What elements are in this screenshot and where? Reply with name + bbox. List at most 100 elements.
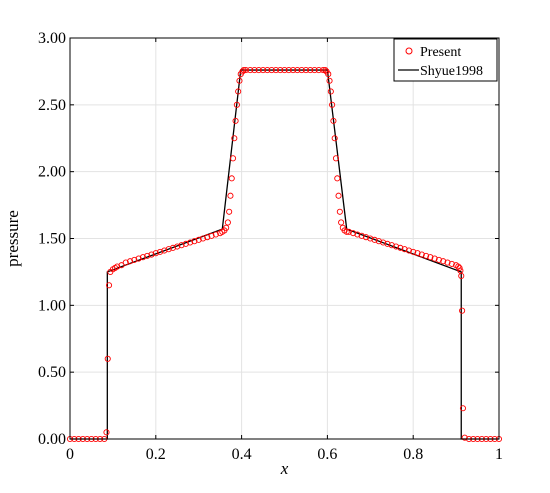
present-marker [144, 252, 151, 259]
y-tick-label: 2.50 [38, 97, 66, 114]
present-marker [178, 242, 185, 249]
present-marker [331, 135, 338, 142]
present-marker [384, 240, 391, 247]
present-marker [114, 263, 121, 270]
present-marker [165, 246, 172, 253]
present-marker [195, 236, 202, 243]
present-marker [335, 192, 342, 199]
present-marker [259, 67, 267, 74]
present-marker [380, 239, 387, 246]
present-marker [435, 256, 442, 263]
present-marker [223, 224, 230, 231]
present-marker [239, 68, 246, 75]
legend-box [393, 38, 498, 82]
present-marker [358, 232, 365, 239]
present-marker [325, 71, 332, 78]
present-marker [326, 77, 333, 84]
x-tick-label: 1 [495, 446, 503, 463]
x-tick-label: 0.4 [232, 446, 252, 463]
present-marker [294, 67, 301, 74]
present-marker [459, 405, 467, 412]
present-marker [414, 250, 421, 257]
present-marker [161, 247, 168, 254]
present-marker [152, 250, 159, 257]
present-marker [227, 192, 234, 199]
present-marker [431, 255, 438, 262]
present-marker [174, 243, 181, 250]
present-marker [226, 208, 233, 215]
shyue1998-line [70, 69, 499, 440]
present-marker [229, 155, 237, 162]
present-marker [251, 67, 258, 74]
present-marker [461, 434, 468, 441]
present-marker [423, 252, 430, 259]
series-shyue1998 [70, 69, 499, 440]
present-marker [148, 251, 155, 258]
y-tick-label: 0.00 [38, 431, 66, 448]
present-marker [311, 67, 318, 74]
present-marker [448, 260, 455, 267]
present-marker [199, 235, 207, 242]
present-marker [327, 88, 334, 95]
present-marker [397, 244, 404, 251]
present-marker [242, 67, 249, 74]
present-marker [285, 67, 292, 74]
legend: Present Shyue1998 [393, 38, 498, 82]
present-marker [224, 219, 231, 226]
present-marker [456, 264, 463, 271]
present-marker [122, 259, 129, 266]
present-marker [332, 155, 340, 162]
present-marker [315, 67, 322, 74]
present-marker [157, 248, 164, 255]
present-marker [405, 247, 412, 254]
y-tick-label: 1.50 [38, 231, 66, 248]
present-marker [459, 307, 466, 314]
present-marker [135, 255, 142, 262]
present-marker [371, 236, 378, 243]
present-marker [104, 355, 111, 362]
present-marker [392, 243, 400, 250]
present-marker [208, 232, 215, 239]
present-marker [329, 101, 336, 108]
series-present [66, 67, 503, 443]
legend-present-marker [405, 47, 413, 55]
present-marker [307, 67, 314, 74]
present-marker [345, 228, 352, 235]
present-marker [127, 258, 134, 265]
legend-present-label: Present [420, 45, 461, 60]
present-marker [212, 231, 219, 238]
present-marker [255, 67, 262, 74]
present-marker [277, 67, 284, 74]
present-marker [231, 135, 238, 142]
present-marker [343, 228, 350, 235]
present-marker [240, 67, 247, 74]
present-marker [268, 67, 275, 74]
present-marker [334, 175, 341, 182]
present-marker [105, 282, 113, 289]
present-marker [338, 219, 345, 226]
present-marker [322, 67, 329, 74]
present-marker [440, 258, 447, 265]
present-marker [401, 246, 408, 253]
present-marker [354, 231, 361, 238]
y-axis-title: pressure [3, 210, 22, 267]
present-marker [290, 67, 297, 74]
present-marker [233, 101, 240, 108]
present-marker [204, 234, 211, 241]
present-marker [191, 238, 198, 245]
x-axis-ticks: 0 0.2 0.4 0.6 0.8 1 [66, 38, 503, 463]
present-marker [444, 259, 451, 266]
present-marker [418, 251, 425, 258]
present-marker [131, 256, 138, 263]
present-marker [330, 117, 337, 124]
present-marker [298, 67, 305, 74]
present-marker [320, 67, 327, 74]
present-marker [427, 254, 434, 261]
present-marker [228, 175, 235, 182]
present-marker [362, 234, 370, 241]
y-tick-label: 2.00 [38, 164, 66, 181]
grid-lines [70, 38, 499, 439]
present-marker [410, 248, 417, 255]
present-marker [281, 67, 288, 74]
present-marker [264, 67, 271, 74]
